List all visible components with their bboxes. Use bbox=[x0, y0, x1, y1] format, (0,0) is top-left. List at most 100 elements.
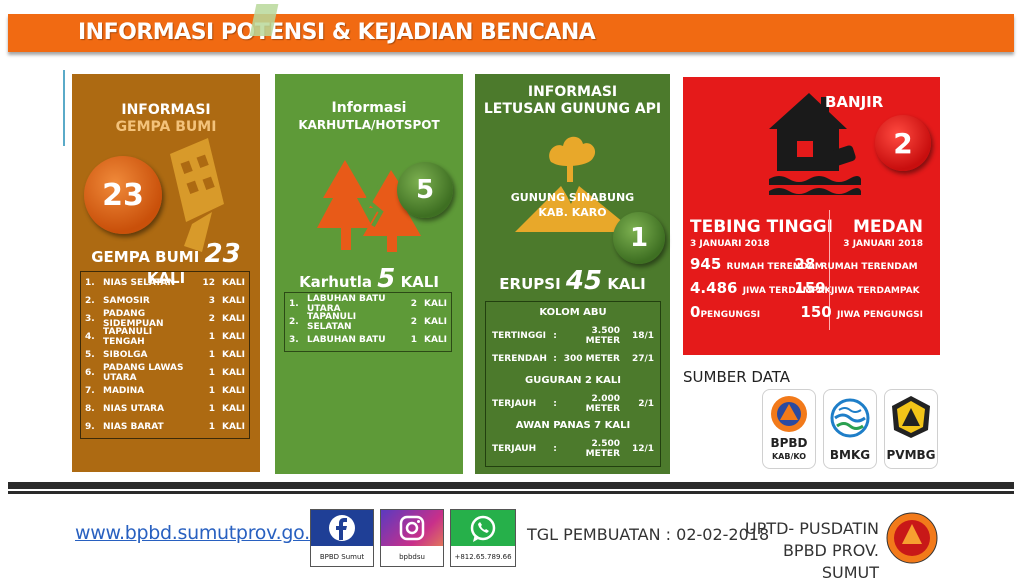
gunung-panel: INFORMASI LETUSAN GUNUNG API GUNUNG SINA… bbox=[475, 74, 670, 474]
gunung-title-line1: INFORMASI bbox=[527, 84, 618, 100]
banjir-title: BANJIR bbox=[825, 93, 884, 111]
gunung-title: INFORMASI LETUSAN GUNUNG API bbox=[475, 84, 670, 118]
erupsi-table: KOLOM ABU TERTINGGI: 3.500 METER 18/1 TEREN… bbox=[485, 301, 661, 467]
bpbd-emblem-icon bbox=[771, 396, 807, 432]
karhutla-table: 1. LABUHAN BATU UTARA 2 KALI 2. TAPANULI SELA… bbox=[284, 292, 452, 352]
erupsi-row-date: 2/1 bbox=[638, 398, 654, 409]
gempa-row-unit: KALI bbox=[221, 350, 245, 360]
facebook-handle: BPBD Sumut bbox=[319, 553, 365, 561]
erupsi-row-value: 300 METER bbox=[563, 353, 620, 364]
gempa-row-no: 2. bbox=[85, 296, 95, 306]
tanggal-pembuatan: TGL PEMBUATAN : 02-02-2018 bbox=[527, 525, 770, 544]
banjir-left-l2-num: 4.486 bbox=[690, 279, 738, 297]
volcano-name: GUNUNG SINABUNG KAB. KARO bbox=[475, 190, 670, 220]
whatsapp-number: +812.65.789.66 bbox=[454, 553, 512, 561]
whatsapp-card[interactable]: +812.65.789.66 bbox=[450, 509, 516, 567]
forest-fire-icon bbox=[317, 160, 421, 252]
gempa-row-unit: KALI bbox=[221, 278, 245, 288]
banjir-left-l3-text: PENGUNGSI bbox=[700, 310, 761, 320]
gunung-count-badge: 1 bbox=[613, 212, 665, 264]
bpbd-footer-logo bbox=[886, 512, 938, 564]
banjir-left-line1: 945 RUMAH TERENDAM bbox=[690, 255, 833, 273]
gempa-row-place: PADANG SIDEMPUAN bbox=[103, 309, 164, 329]
gempa-row-no: 4. bbox=[85, 332, 95, 342]
upt-line2: BPBD PROV. SUMUT bbox=[782, 541, 879, 582]
gempa-count-badge: 23 bbox=[84, 156, 162, 234]
erupsi-row-value: 3.500 METER bbox=[585, 325, 620, 346]
karhutla-row-place: TAPANULI SELATAN bbox=[307, 312, 357, 332]
gempa-row: 2. SAMOSIR 3 KALI bbox=[81, 292, 249, 310]
instagram-card[interactable]: bpbdsu bbox=[380, 509, 444, 567]
erupsi-row-sep: : bbox=[553, 330, 557, 341]
upt-line1: UPTD- PUSDATIN bbox=[744, 519, 879, 538]
erupsi-row-label: TERJAUH bbox=[492, 398, 537, 409]
banjir-right-line3: 150 JIWA PENGUNGSI bbox=[794, 303, 923, 321]
banjir-right-city: MEDAN bbox=[852, 217, 923, 237]
pvmbg-emblem-icon bbox=[892, 396, 930, 438]
erupsi-row-date: 12/1 bbox=[632, 443, 655, 454]
page-title: INFORMASI POTENSI & KEJADIAN BENCANA bbox=[78, 20, 596, 45]
gempa-row: 1. NIAS SELATAN 12 KALI bbox=[81, 274, 249, 292]
banjir-left-l2-text: JIWA TERDAMPAK bbox=[742, 286, 832, 296]
kolom-abu-heading: KOLOM ABU bbox=[539, 307, 607, 318]
gempa-row-count: 2 bbox=[208, 314, 215, 324]
footer-divider-thick bbox=[8, 482, 1014, 489]
erupsi-row-sep: : bbox=[553, 443, 557, 454]
gempa-row: 8. NIAS UTARA 1 KALI bbox=[81, 400, 249, 418]
gempa-row-count: 1 bbox=[208, 422, 215, 432]
gempa-row-no: 5. bbox=[85, 350, 95, 360]
banjir-left-l1-text: RUMAH TERENDAM bbox=[726, 262, 824, 272]
karhutla-row-unit: KALI bbox=[423, 317, 447, 327]
banjir-right-l1-num: 28 bbox=[794, 255, 816, 273]
gempa-row: 4. TAPANULI TENGAH 1 KALI bbox=[81, 327, 249, 347]
karhutla-row: 1. LABUHAN BATU UTARA 2 KALI bbox=[285, 294, 451, 314]
gempa-row-place: TAPANULI TENGAH bbox=[103, 327, 153, 347]
facebook-card[interactable]: BPBD Sumut bbox=[310, 509, 374, 567]
gempa-row-place: SIBOLGA bbox=[103, 350, 148, 360]
karhutla-summary-prefix: Karhutla bbox=[299, 273, 372, 291]
gempa-summary: GEMPA BUMI 23 KALI bbox=[72, 239, 260, 287]
gempa-row-count: 1 bbox=[208, 386, 215, 396]
website-link[interactable]: www.bpbd.sumutprov.go.id bbox=[75, 522, 327, 544]
karhutla-row: 2. TAPANULI SELATAN 2 KALI bbox=[285, 312, 451, 332]
decorative-line bbox=[63, 70, 65, 146]
banjir-panel: BANJIR 2 TEBING TINGGI 3 JANUARI 2018 94… bbox=[683, 77, 940, 355]
gempa-row: 9. NIAS BARAT 1 KALI bbox=[81, 418, 249, 436]
gempa-row-unit: KALI bbox=[221, 404, 245, 414]
gempa-row-no: 9. bbox=[85, 422, 95, 432]
banjir-left-column: TEBING TINGGI 3 JANUARI 2018 945 RUMAH T… bbox=[690, 217, 833, 321]
gempa-row: 5. SIBOLGA 1 KALI bbox=[81, 346, 249, 364]
gempa-row-place: NIAS UTARA bbox=[103, 404, 165, 414]
gempa-row-count: 1 bbox=[208, 404, 215, 414]
gempa-row: 3. PADANG SIDEMPUAN 2 KALI bbox=[81, 309, 249, 329]
pvmbg-logo: PVMBG bbox=[884, 389, 938, 469]
gempa-row-count: 1 bbox=[208, 332, 215, 342]
erupsi-row-value: 2.500 METER bbox=[585, 438, 620, 459]
pvmbg-logo-label: PVMBG bbox=[886, 448, 936, 462]
karhutla-title-line2: KARHUTLA/HOTSPOT bbox=[298, 118, 440, 132]
banjir-divider bbox=[829, 210, 830, 330]
gunung-summary-value: 45 bbox=[565, 266, 603, 296]
erupsi-row-label: TERENDAH bbox=[492, 353, 547, 364]
bpbd-logo-line1: BPBD bbox=[770, 436, 808, 450]
banjir-right-l1-text: RUMAH TERENDAM bbox=[820, 262, 918, 272]
karhutla-row-count: 1 bbox=[410, 335, 417, 345]
bpbd-logo-line2: KAB/KO bbox=[771, 452, 807, 461]
karhutla-row-count: 2 bbox=[410, 317, 417, 327]
banjir-right-line1: 28 RUMAH TERENDAM bbox=[794, 255, 923, 273]
bmkg-emblem-icon bbox=[830, 398, 870, 438]
volcano-name-line1: GUNUNG SINABUNG bbox=[510, 191, 635, 204]
bmkg-logo: BMKG bbox=[823, 389, 877, 469]
awan-panas-rows: TERJAUH: 2.500 METER 12/1 bbox=[486, 437, 660, 460]
kolom-row: TERENDAH:300 METER 27/1 bbox=[486, 347, 660, 370]
karhutla-panel: Informasi KARHUTLA/HOTSPOT 5 Karhutla 5 … bbox=[275, 74, 463, 474]
kolom-row: TERTINGGI: 3.500 METER 18/1 bbox=[486, 324, 660, 347]
karhutla-summary-suffix: KALI bbox=[400, 273, 439, 291]
facebook-icon bbox=[329, 515, 355, 541]
footer-divider-thin bbox=[8, 491, 1014, 494]
gempa-row-no: 1. bbox=[85, 278, 95, 288]
banjir-left-line2: 4.486 JIWA TERDAMPAK bbox=[690, 279, 833, 297]
header-banner: INFORMASI POTENSI & KEJADIAN BENCANA bbox=[8, 14, 1014, 52]
gunung-title-line2: LETUSAN GUNUNG API bbox=[483, 101, 662, 117]
gempa-title-line2: GEMPA BUMI bbox=[115, 119, 217, 135]
